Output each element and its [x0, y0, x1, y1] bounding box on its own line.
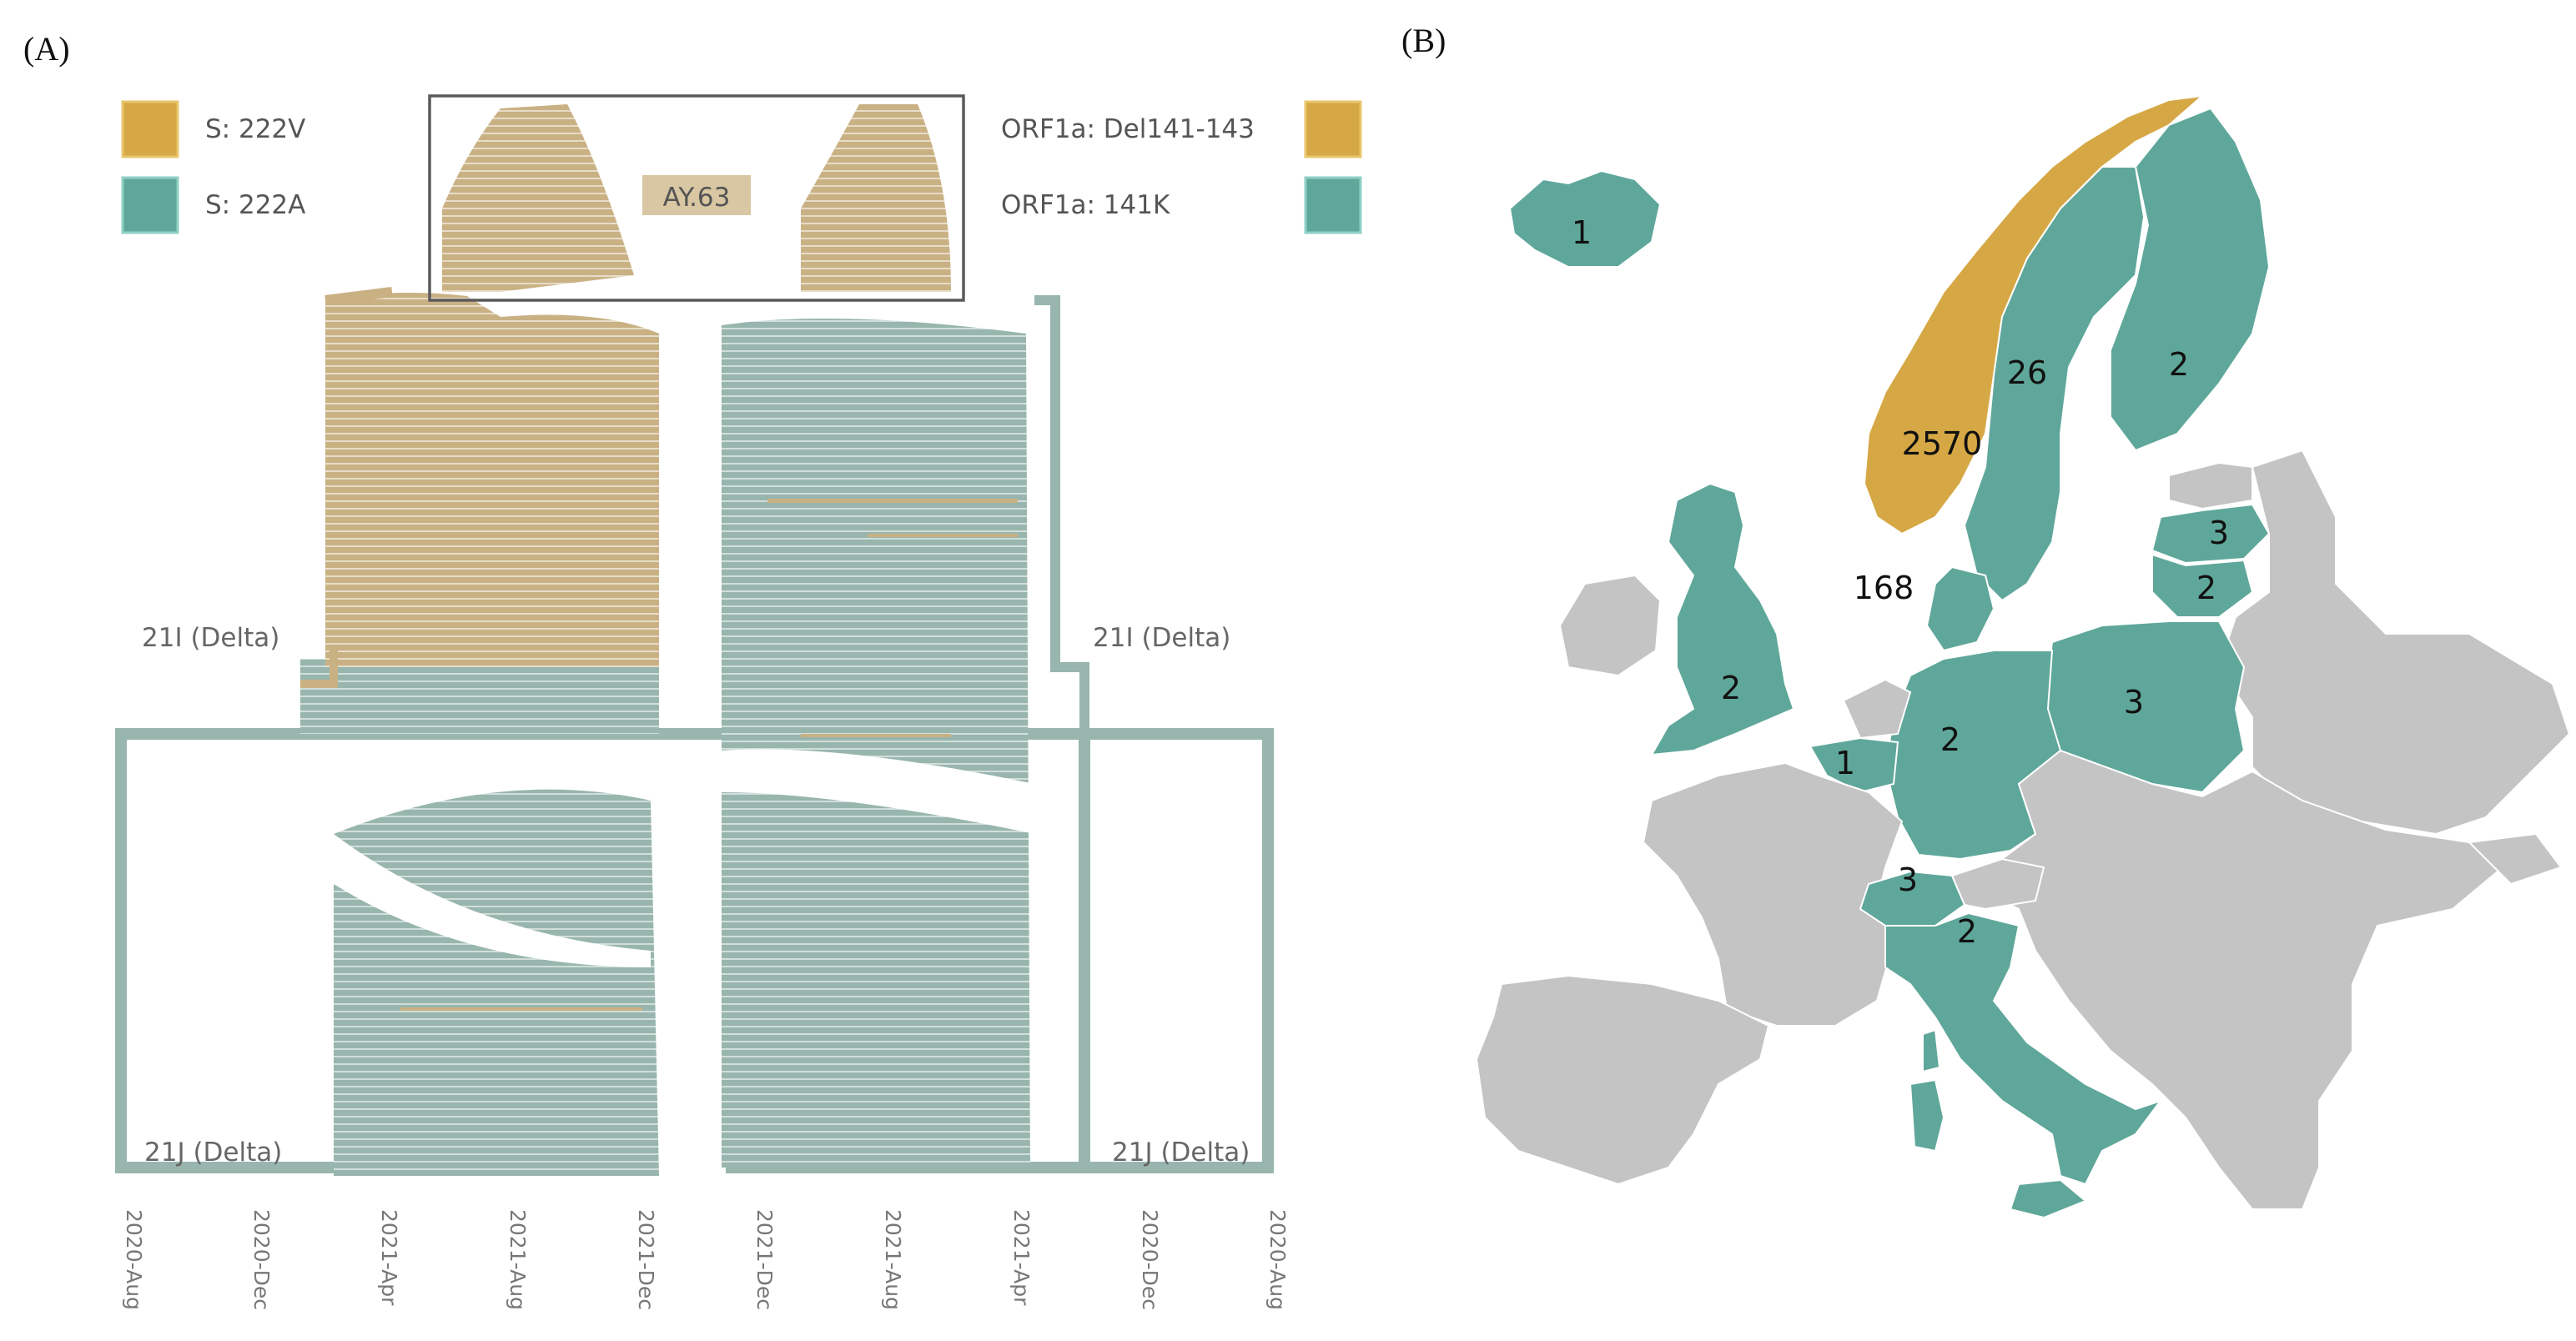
map-iceland [1508, 169, 1662, 268]
tree-right [400, 104, 1090, 1173]
tick-left-0: 2020-Aug [122, 1209, 146, 1310]
map-switzerland [1859, 870, 1966, 927]
count-italy: 2 [1957, 913, 1977, 950]
count-germany: 2 [1940, 721, 1960, 758]
map-sardinia [1909, 1078, 1945, 1153]
panel-a-label: (A) [23, 30, 70, 68]
count-switzerland: 3 [1898, 861, 1918, 898]
legend-left: S: 222V S: 222A [121, 100, 305, 234]
tick-left-3: 2021-Aug [506, 1209, 530, 1310]
tick-right-1: 2021-Aug [881, 1209, 905, 1310]
map-austria [1950, 857, 2045, 911]
map-turkey [2467, 832, 2563, 886]
map-uk [1650, 482, 1795, 756]
map-lithuania [2151, 553, 2254, 618]
tree-right-main-block [722, 319, 1030, 1168]
tree-left-21j-block [334, 789, 659, 1176]
count-poland: 3 [2124, 684, 2144, 721]
map-denmark [1925, 565, 1995, 652]
clade-21j-right: 21J (Delta) [1112, 1138, 1250, 1168]
map-sicily [2009, 1178, 2087, 1219]
clade-21i-left: 21I (Delta) [142, 623, 279, 653]
tick-right-2: 2021-Apr [1009, 1209, 1034, 1306]
clade-21i-right: 21I (Delta) [1093, 623, 1230, 653]
map-belgium [1809, 736, 1899, 794]
legend-swatch-222a [121, 176, 179, 234]
map-latvia [2151, 503, 2271, 565]
count-belgium: 1 [1835, 745, 1855, 781]
map-netherlands [1842, 678, 1912, 740]
map-counts: 1 2570 26 2 168 3 2 2 1 2 3 3 2 [1572, 214, 2229, 950]
tree-left [115, 104, 1274, 1176]
tree-left-ay63-block [442, 104, 634, 292]
tree-left-222v-block [325, 293, 659, 667]
count-denmark: 168 [1854, 570, 1914, 606]
tick-right-4: 2020-Aug [1265, 1209, 1290, 1310]
legend-label-222v: S: 222V [205, 114, 305, 144]
count-finland: 2 [2169, 346, 2189, 383]
tree-left-21i-teal [300, 659, 659, 734]
legend-swatch-222v [121, 100, 179, 158]
clade-21j-left: 21J (Delta) [144, 1138, 282, 1168]
count-lithuania: 2 [2196, 570, 2216, 606]
map-iberia [1475, 974, 1770, 1186]
legend-swatch-141k [1304, 176, 1362, 234]
ay63-highlight-box [428, 94, 965, 302]
map-ireland [1558, 574, 1662, 677]
tick-right-0: 2021-Dec [752, 1209, 777, 1310]
legend-swatch-del141 [1304, 100, 1362, 158]
legend-label-del141: ORF1a: Del141-143 [1001, 114, 1255, 144]
tree-right-ay63-block [801, 104, 951, 292]
tick-left-1: 2020-Dec [249, 1209, 274, 1310]
count-uk: 2 [1721, 670, 1741, 706]
panel-b-label: (B) [1401, 22, 1446, 59]
map-corsica [1922, 1028, 1941, 1073]
map-estonia [2168, 461, 2253, 510]
map-norway [1863, 94, 2206, 535]
tick-left-4: 2021-Dec [634, 1209, 658, 1310]
ay63-label-bg [642, 175, 751, 215]
time-axis: 2020-Aug 2020-Dec 2021-Apr 2021-Aug 2021… [122, 1209, 1290, 1310]
count-sweden: 26 [2007, 354, 2047, 391]
tick-left-2: 2021-Apr [377, 1209, 401, 1306]
map-italy [1884, 912, 2163, 1186]
map-finland [2110, 107, 2271, 452]
ay63-label: AY.63 [663, 183, 731, 213]
europe-map [1475, 94, 2571, 1219]
legend-label-222a: S: 222A [205, 190, 305, 220]
tree-right-gap [722, 749, 1034, 834]
tree-outer-frame [115, 728, 1274, 1173]
count-iceland: 1 [1572, 214, 1592, 251]
legend-label-141k: ORF1a: 141K [1001, 190, 1170, 220]
count-norway: 2570 [1902, 425, 1983, 462]
tree-left-gap [334, 834, 651, 967]
map-france [1642, 761, 1904, 1027]
map-central-europe [1984, 749, 2504, 1210]
count-latvia: 3 [2209, 515, 2229, 551]
legend-right: ORF1a: Del141-143 ORF1a: 141K [1001, 100, 1362, 234]
map-east [2217, 449, 2571, 836]
tick-right-3: 2020-Dec [1138, 1209, 1162, 1310]
